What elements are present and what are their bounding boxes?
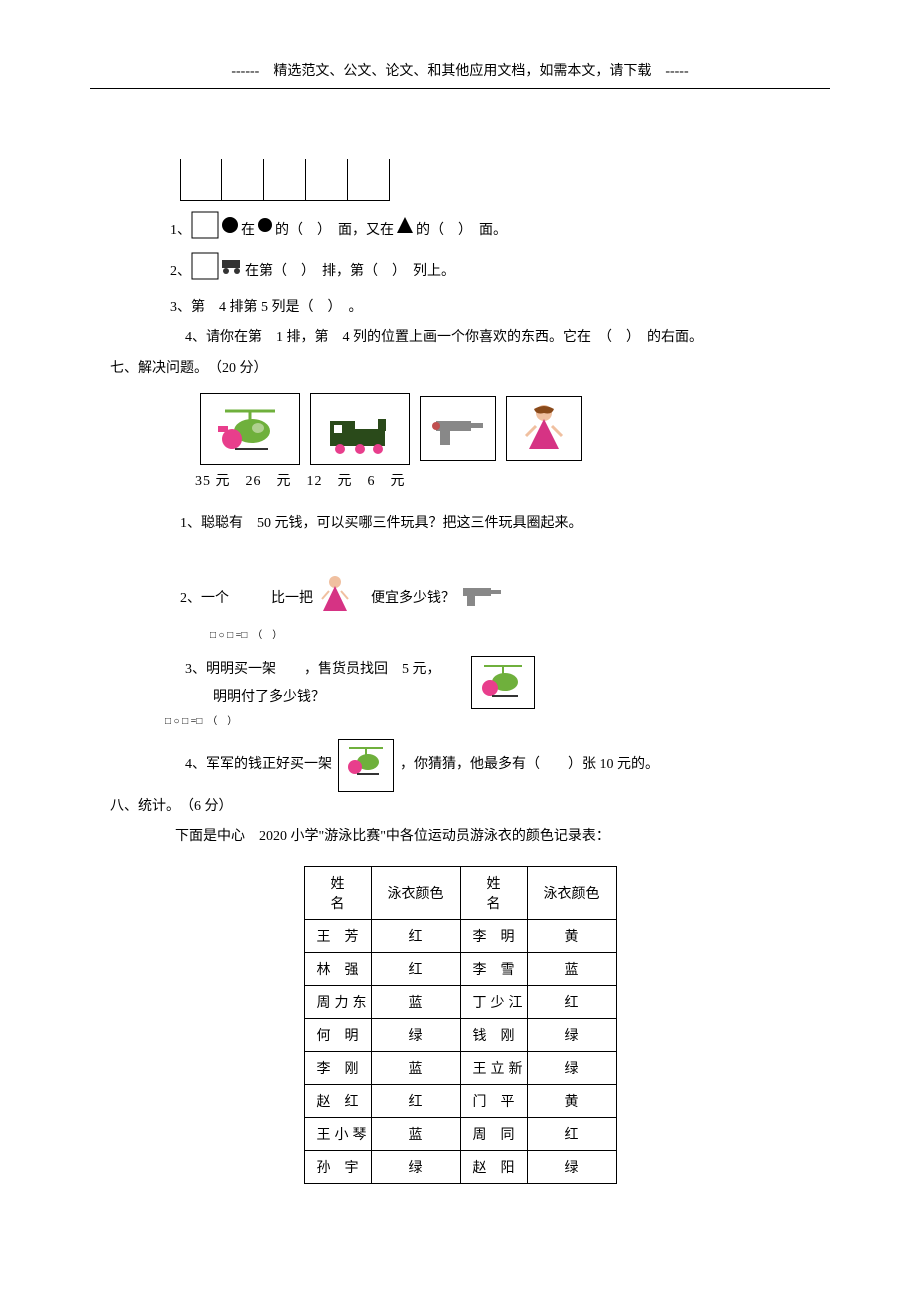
cell-name: 丁少江 (460, 985, 527, 1018)
toys-row (200, 393, 830, 465)
q7-2: 2、一个 比一把 便宜多少钱？ (180, 573, 830, 626)
cell-color: 绿 (371, 1018, 460, 1051)
cell-name: 何明 (304, 1018, 371, 1051)
q7-2-suffix: 便宜多少钱？ (357, 585, 455, 613)
section7-header: 七、解决问题。 （20 分） (110, 354, 830, 385)
cell-color: 绿 (371, 1150, 460, 1183)
grid-cell (264, 159, 306, 201)
cell-color: 蓝 (371, 985, 460, 1018)
toy-helicopter (200, 393, 300, 465)
cell-name: 王立新 (460, 1051, 527, 1084)
q7-4: 4、军军的钱正好买一架 ，你猜猜，他最多有（ ）张 10 元的。 (185, 739, 830, 792)
q6-2: 2、 在第（ ） 排，第（ ） 列上。 (170, 252, 830, 293)
cell-color: 黄 (527, 1084, 616, 1117)
table-row: 王芳红李明黄 (304, 919, 616, 952)
cell-color: 红 (371, 952, 460, 985)
table-row: 李刚蓝王立新绿 (304, 1051, 616, 1084)
col-color: 泳衣颜色 (371, 866, 460, 919)
cell-name: 林强 (304, 952, 371, 985)
q7-4-suffix: ，你猜猜，他最多有（ ）张 10 元的。 (400, 751, 659, 779)
cell-color: 绿 (527, 1150, 616, 1183)
gun-icon (457, 580, 507, 619)
gun-icon (428, 409, 488, 449)
cell-name: 李雪 (460, 952, 527, 985)
q6-1-prefix: 1、 (170, 216, 191, 247)
cell-name: 李刚 (304, 1051, 371, 1084)
cell-name: 周力东 (304, 985, 371, 1018)
car-icon (219, 256, 245, 289)
table-header-row: 姓 名 泳衣颜色 姓 名 泳衣颜色 (304, 866, 616, 919)
table-row: 赵红红门平黄 (304, 1084, 616, 1117)
toy-doll (506, 396, 582, 461)
cell-color: 红 (371, 1084, 460, 1117)
small-circle-icon (255, 215, 275, 248)
cell-color: 黄 (527, 919, 616, 952)
table-row: 何明绿钱刚绿 (304, 1018, 616, 1051)
q7-3-line2: 明明付了多少钱？ (213, 684, 441, 712)
train-icon (320, 401, 400, 456)
q6-1: 1、 在 的（ ） 面，又在 的（ ） 面。 (170, 211, 830, 252)
grid-cell (222, 159, 264, 201)
q6-1-mid2: 的（ ） 面，又在 (275, 216, 394, 247)
shelf-grid (180, 159, 830, 201)
q7-2-prefix: 2、一个 比一把 (180, 585, 313, 613)
table-row: 王小琴蓝周同红 (304, 1117, 616, 1150)
toy-gun (420, 396, 496, 461)
swimsuit-color-table: 姓 名 泳衣颜色 姓 名 泳衣颜色 王芳红李明黄林强红李雪蓝周力东蓝丁少江红何明… (304, 866, 617, 1184)
prices-row: 35 元 26 元 12 元 6 元 (195, 470, 830, 490)
helicopter-icon (471, 656, 535, 709)
cell-color: 红 (527, 985, 616, 1018)
grid-cell (180, 159, 222, 201)
cell-name: 孙宇 (304, 1150, 371, 1183)
q6-3: 3、第 4 排第 5 列是（ ） 。 (170, 293, 830, 324)
col-name: 姓 名 (304, 866, 371, 919)
cell-color: 绿 (527, 1051, 616, 1084)
q7-1: 1、聪聪有 50 元钱，可以买哪三件玩具？把这三件玩具圈起来。 (180, 510, 830, 538)
section8-intro: 下面是中心 2020 小学"游泳比赛"中各位运动员游泳衣的颜色记录表： (175, 823, 830, 851)
q6-2-prefix: 2、 (170, 257, 191, 288)
grid-cell (306, 159, 348, 201)
cell-name: 赵阳 (460, 1150, 527, 1183)
helicopter-icon (338, 739, 394, 792)
q6-4: 4、请你在第 1 排，第 4 列的位置上画一个你喜欢的东西。它在 （ ） 的右面… (185, 323, 830, 354)
square-box-icon (191, 252, 219, 293)
cell-name: 门平 (460, 1084, 527, 1117)
cell-color: 蓝 (527, 952, 616, 985)
q7-3-line1: 3、明明买一架 ，售货员找回 5 元， (185, 656, 441, 684)
q6-2-text: 在第（ ） 排，第（ ） 列上。 (245, 257, 455, 288)
q7-4-prefix: 4、军军的钱正好买一架 (185, 751, 332, 779)
cell-name: 李明 (460, 919, 527, 952)
page-header: ------ 精选范文、公文、论文、和其他应用文档，如需本文，请下载 ----- (90, 60, 830, 89)
table-row: 周力东蓝丁少江红 (304, 985, 616, 1018)
q7-3-eq: □ ○ □ =□ （ ） (165, 712, 830, 727)
cell-color: 红 (527, 1117, 616, 1150)
q7-2-eq: □ ○ □ =□ （ ） (210, 626, 830, 641)
doll-icon (514, 401, 574, 456)
col-name: 姓 名 (460, 866, 527, 919)
col-color: 泳衣颜色 (527, 866, 616, 919)
section8-header: 八、统计。 （6 分） (110, 792, 830, 823)
q7-3: 3、明明买一架 ，售货员找回 5 元， 明明付了多少钱？ (185, 656, 830, 712)
cell-name: 王芳 (304, 919, 371, 952)
cell-name: 周同 (460, 1117, 527, 1150)
toy-train (310, 393, 410, 465)
table-row: 孙宇绿赵阳绿 (304, 1150, 616, 1183)
circle-icon (219, 214, 241, 249)
q6-1-mid1: 在 (241, 216, 255, 247)
cell-name: 钱刚 (460, 1018, 527, 1051)
cell-color: 红 (371, 919, 460, 952)
cell-name: 王小琴 (304, 1117, 371, 1150)
cell-color: 蓝 (371, 1117, 460, 1150)
grid-cell (348, 159, 390, 201)
q6-1-mid3: 的（ ） 面。 (416, 216, 507, 247)
doll-icon (315, 573, 355, 626)
cell-color: 绿 (527, 1018, 616, 1051)
helicopter-icon (210, 401, 290, 456)
cell-color: 蓝 (371, 1051, 460, 1084)
triangle-icon (394, 214, 416, 249)
cell-name: 赵红 (304, 1084, 371, 1117)
table-row: 林强红李雪蓝 (304, 952, 616, 985)
square-box-icon (191, 211, 219, 252)
